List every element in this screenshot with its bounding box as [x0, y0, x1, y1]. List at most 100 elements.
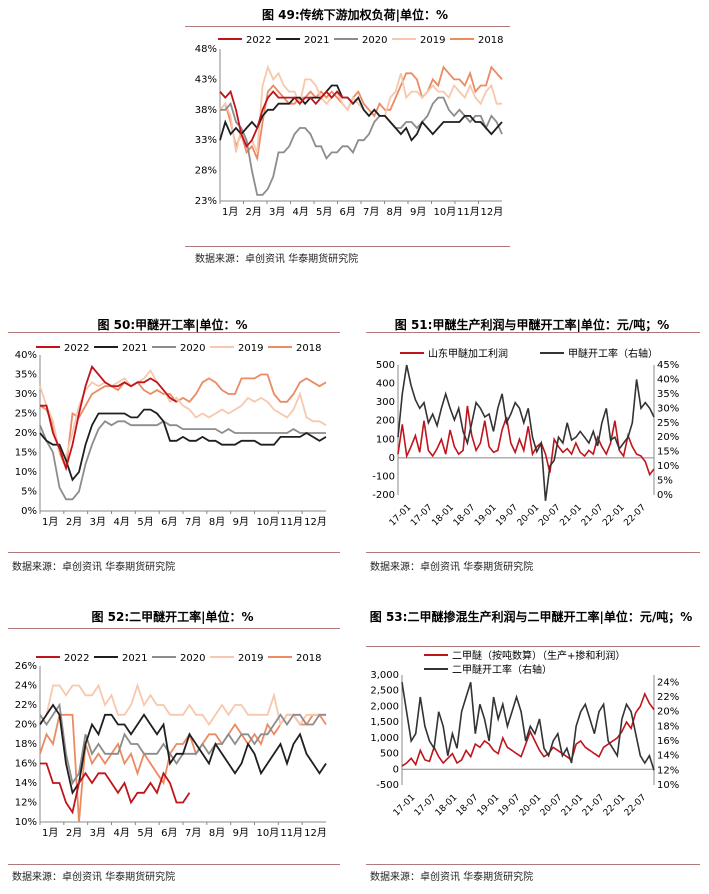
c52-ytick-4: 18% — [15, 739, 37, 750]
c53-xtick-5: 19-07 — [497, 793, 523, 819]
c49-legend-label-2022: 2022 — [246, 35, 271, 46]
c50-legend-label-2018: 2018 — [296, 343, 321, 354]
c49-xtick-2: 3月 — [269, 206, 285, 218]
c52-xtick-4: 5月 — [137, 827, 153, 839]
chart-49-panel: 图 49:传统下游加权负荷|单位：% 23% 28% 33% 38% 43% 48% 1月 2… — [180, 0, 530, 265]
c52-xtick-6: 7月 — [185, 827, 201, 839]
c49-series-2020 — [220, 96, 503, 196]
c51-y2tick-1: 5% — [657, 476, 673, 487]
c53-y2tick-0: 10% — [657, 780, 679, 791]
c49-series-2019 — [219, 64, 502, 153]
c50-xtick-6: 7月 — [185, 516, 201, 528]
c53-xtick-6: 20-01 — [518, 793, 544, 819]
c51-xtick-11: 22-07 — [622, 503, 648, 529]
chart-49-source: 数据来源：卓创资讯 华泰期货研究院 — [195, 254, 359, 265]
c53-ytick-0: -500 — [376, 780, 399, 791]
c50-xtick-1: 2月 — [66, 516, 82, 528]
c50-series-2020 — [39, 420, 326, 501]
c49-xtick-6: 7月 — [363, 206, 379, 218]
c50-series-2019 — [39, 369, 327, 458]
chart-49-plot: 23%28%33%38%43%48%1月 2月 3月 4月 5月 6月 7月 8月 9月 10月 1… — [195, 35, 504, 218]
c49-xtick-4: 5月 — [316, 206, 332, 218]
c53-y2tick-7: 24% — [657, 677, 679, 688]
chart-51-bottom-rule — [366, 552, 700, 553]
chart-52-panel: 图 52:二甲醚开工率|单位：% 10% 12% 14% 16% 18% 20% 22% 24… — [0, 600, 345, 894]
c52-xtick-3: 4月 — [114, 827, 130, 839]
c51-xtick-10: 22-01 — [601, 503, 627, 529]
c52-legend-label-2020: 2020 — [180, 653, 205, 664]
c50-ytick-3: 15% — [15, 448, 37, 459]
c53-xtick-4: 19-01 — [476, 793, 502, 819]
c52-xtick-8: 9月 — [233, 827, 249, 839]
c51-y2tick-8: 40% — [657, 374, 679, 385]
c51-legend-label-1: 甲醚开工率（右轴） — [568, 347, 658, 360]
c49-xtick-7: 8月 — [387, 206, 403, 218]
chart-50-source: 数据来源：卓创资讯 华泰期货研究院 — [12, 562, 176, 573]
c53-ytick-1: 0 — [393, 764, 399, 775]
c52-series-2022 — [40, 762, 191, 815]
c51-ytick-7: 500 — [376, 360, 395, 371]
c52-xtick-7: 8月 — [209, 827, 225, 839]
chart-53-top-rule — [366, 646, 700, 647]
c52-xtick-11: 12月 — [304, 827, 327, 839]
c52-ytick-3: 16% — [15, 759, 37, 770]
c49-legend-label-2019: 2019 — [420, 35, 445, 46]
c51-ytick-1: -100 — [372, 471, 395, 482]
c51-xtick-2: 18-01 — [430, 503, 456, 529]
c50-ytick-6: 30% — [15, 389, 37, 400]
c52-ytick-5: 20% — [15, 720, 37, 731]
chart-51-top-rule — [366, 332, 700, 333]
c53-series-1 — [401, 682, 655, 771]
c53-ytick-3: 1,000 — [370, 733, 399, 744]
c50-xtick-7: 8月 — [209, 516, 225, 528]
c51-y2tick-4: 20% — [657, 432, 679, 443]
c49-ytick-1: 28% — [195, 166, 217, 177]
c50-xtick-0: 1月 — [42, 516, 58, 528]
c53-y2tick-5: 20% — [657, 707, 679, 718]
c49-xtick-1: 2月 — [246, 206, 262, 218]
c53-y2tick-2: 14% — [657, 751, 679, 762]
chart-51-plot: -200 -100 0 100 200 300 400 500 0% 5% 10% 15% 20% 25%… — [372, 347, 679, 529]
c49-legend-label-2020: 2020 — [362, 35, 387, 46]
c50-series-2021 — [39, 408, 327, 482]
c53-y2tick-1: 12% — [657, 765, 679, 776]
c53-xtick-7: 20-07 — [539, 793, 565, 819]
c51-xtick-9: 21-07 — [580, 503, 606, 529]
chart-49-bottom-rule — [185, 246, 510, 247]
c50-legend-label-2019: 2019 — [238, 343, 263, 354]
c51-y2tick-3: 15% — [657, 447, 679, 458]
c52-ytick-2: 14% — [15, 778, 37, 789]
c50-legend-label-2021: 2021 — [122, 343, 147, 354]
c53-y2tick-6: 22% — [657, 692, 679, 703]
c51-y2tick-5: 25% — [657, 418, 679, 429]
c53-series-0 — [401, 691, 655, 767]
chart-52-title: 图 52:二甲醚开工率|单位：% — [91, 610, 254, 624]
c49-xtick-8: 9月 — [410, 206, 426, 218]
c50-ytick-5: 25% — [15, 409, 37, 420]
c53-ytick-5: 2,000 — [370, 701, 399, 712]
c51-xtick-0: 17-01 — [388, 503, 414, 529]
c53-xtick-1: 17-07 — [413, 793, 439, 819]
chart-50-title: 图 50:甲醚开工率|单位：% — [97, 318, 248, 332]
c53-legend-label-1: 二甲醚开工率（右轴） — [452, 663, 552, 676]
c51-ytick-0: -200 — [372, 490, 395, 501]
c49-ytick-4: 43% — [195, 74, 217, 85]
c52-legend-label-2021: 2021 — [122, 653, 147, 664]
c51-ytick-5: 300 — [376, 397, 395, 408]
c52-series-2018 — [39, 713, 327, 823]
c52-xtick-5: 6月 — [161, 827, 177, 839]
c53-ytick-4: 1,500 — [370, 717, 399, 728]
c50-ytick-8: 40% — [15, 350, 37, 361]
c52-legend-label-2019: 2019 — [238, 653, 263, 664]
c49-series-2022 — [219, 89, 354, 148]
c53-xtick-11: 22-07 — [623, 793, 649, 819]
c53-xtick-9: 21-07 — [581, 793, 607, 819]
c52-xtick-9: 10月 — [257, 827, 280, 839]
c51-ytick-3: 100 — [376, 434, 395, 445]
c49-series-2021 — [219, 84, 503, 142]
c50-xtick-8: 9月 — [233, 516, 249, 528]
c51-xtick-1: 17-07 — [409, 503, 435, 529]
c53-xtick-10: 22-01 — [602, 793, 628, 819]
c51-y2tick-7: 35% — [657, 389, 679, 400]
c50-xtick-5: 6月 — [161, 516, 177, 528]
